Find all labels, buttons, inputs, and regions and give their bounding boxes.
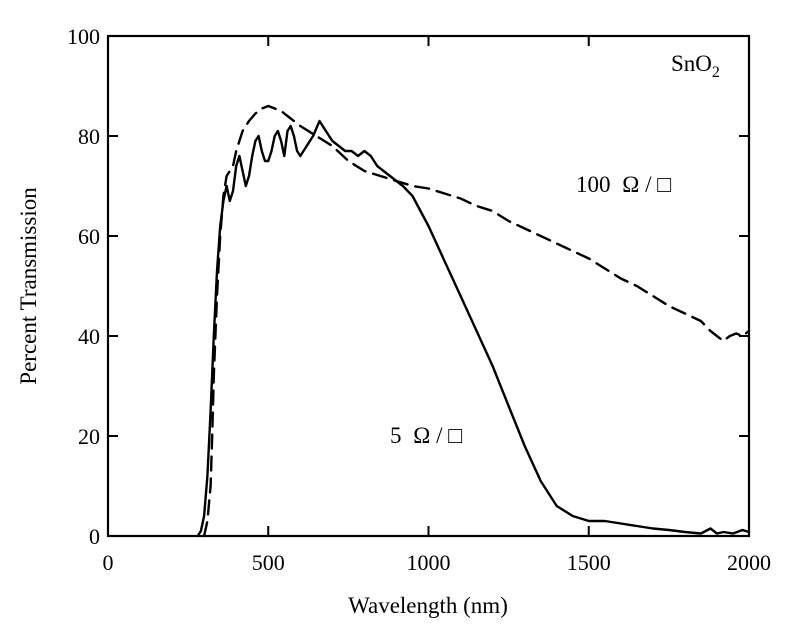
y-tick-label: 0 [89,524,100,549]
label-100-unit: Ω / □ [622,172,671,197]
data-curves [196,104,751,538]
label-100-ohm: 100 Ω / □ [576,172,671,197]
x-tick-label: 1000 [407,550,451,575]
y-tick-label: 100 [67,24,100,49]
label-5-number: 5 [390,423,402,448]
label-100-number: 100 [576,172,611,197]
axis-tick-labels: 0 500 1000 1500 2000 0 20 40 60 80 100 [67,24,771,575]
label-5-ohm: 5 Ω / □ [390,423,462,448]
plot-frame [106,34,751,538]
y-tick-label: 40 [78,324,100,349]
y-tick-label: 20 [78,424,100,449]
y-axis-title: Percent Transmission [16,187,41,385]
y-tick-label: 80 [78,124,100,149]
x-axis-title: Wavelength (nm) [348,593,508,618]
material-subscript: 2 [712,64,720,81]
x-tick-label: 500 [252,550,285,575]
label-5-unit: Ω / □ [413,423,462,448]
series-100-ohm-line [202,104,751,538]
material-label: SnO2 [671,51,720,81]
y-tick-label: 60 [78,224,100,249]
x-tick-label: 1500 [567,550,611,575]
axis-ticks [107,35,750,537]
material-base: SnO [671,51,712,76]
x-tick-label: 2000 [727,550,771,575]
series-5-ohm-line [196,119,751,538]
x-tick-label: 0 [103,550,114,575]
